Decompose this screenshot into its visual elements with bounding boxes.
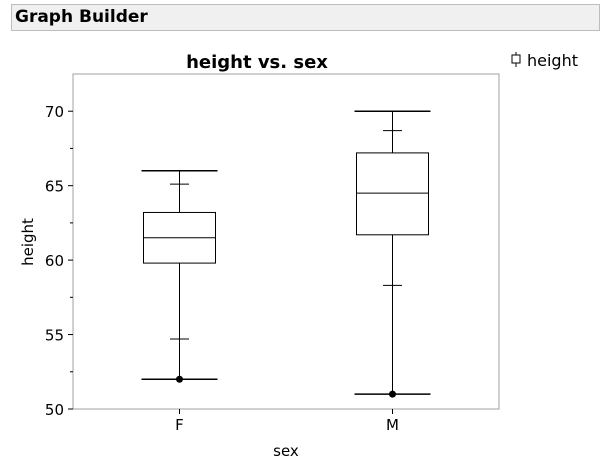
box-icon: [511, 52, 521, 67]
y-axis: 50 55 60 65 70: [45, 103, 73, 419]
box-plot-M: [354, 110, 431, 398]
x-tick-label: M: [386, 416, 399, 434]
y-tick-label: 70: [45, 103, 64, 121]
y-tick-label: 60: [45, 252, 64, 270]
legend-label: height: [527, 51, 578, 70]
app-title: Graph Builder: [15, 7, 148, 27]
y-tick-label: 50: [45, 401, 64, 419]
y-tick-label: 65: [45, 178, 64, 196]
legend[interactable]: height: [511, 51, 578, 70]
outlier-point: [389, 390, 396, 398]
graph-builder-header: Graph Builder: [11, 4, 600, 31]
y-tick-label: 55: [45, 327, 64, 345]
plot-frame: [72, 73, 500, 410]
chart-title: height vs. sex: [186, 52, 328, 73]
y-axis-label: height: [19, 218, 37, 266]
boxes: [141, 110, 431, 398]
outlier-point: [176, 375, 183, 383]
x-tick-label: F: [175, 416, 184, 434]
x-axis-label: sex: [273, 442, 299, 460]
iqr-box: [356, 152, 429, 236]
box-plot-F: [141, 170, 218, 383]
